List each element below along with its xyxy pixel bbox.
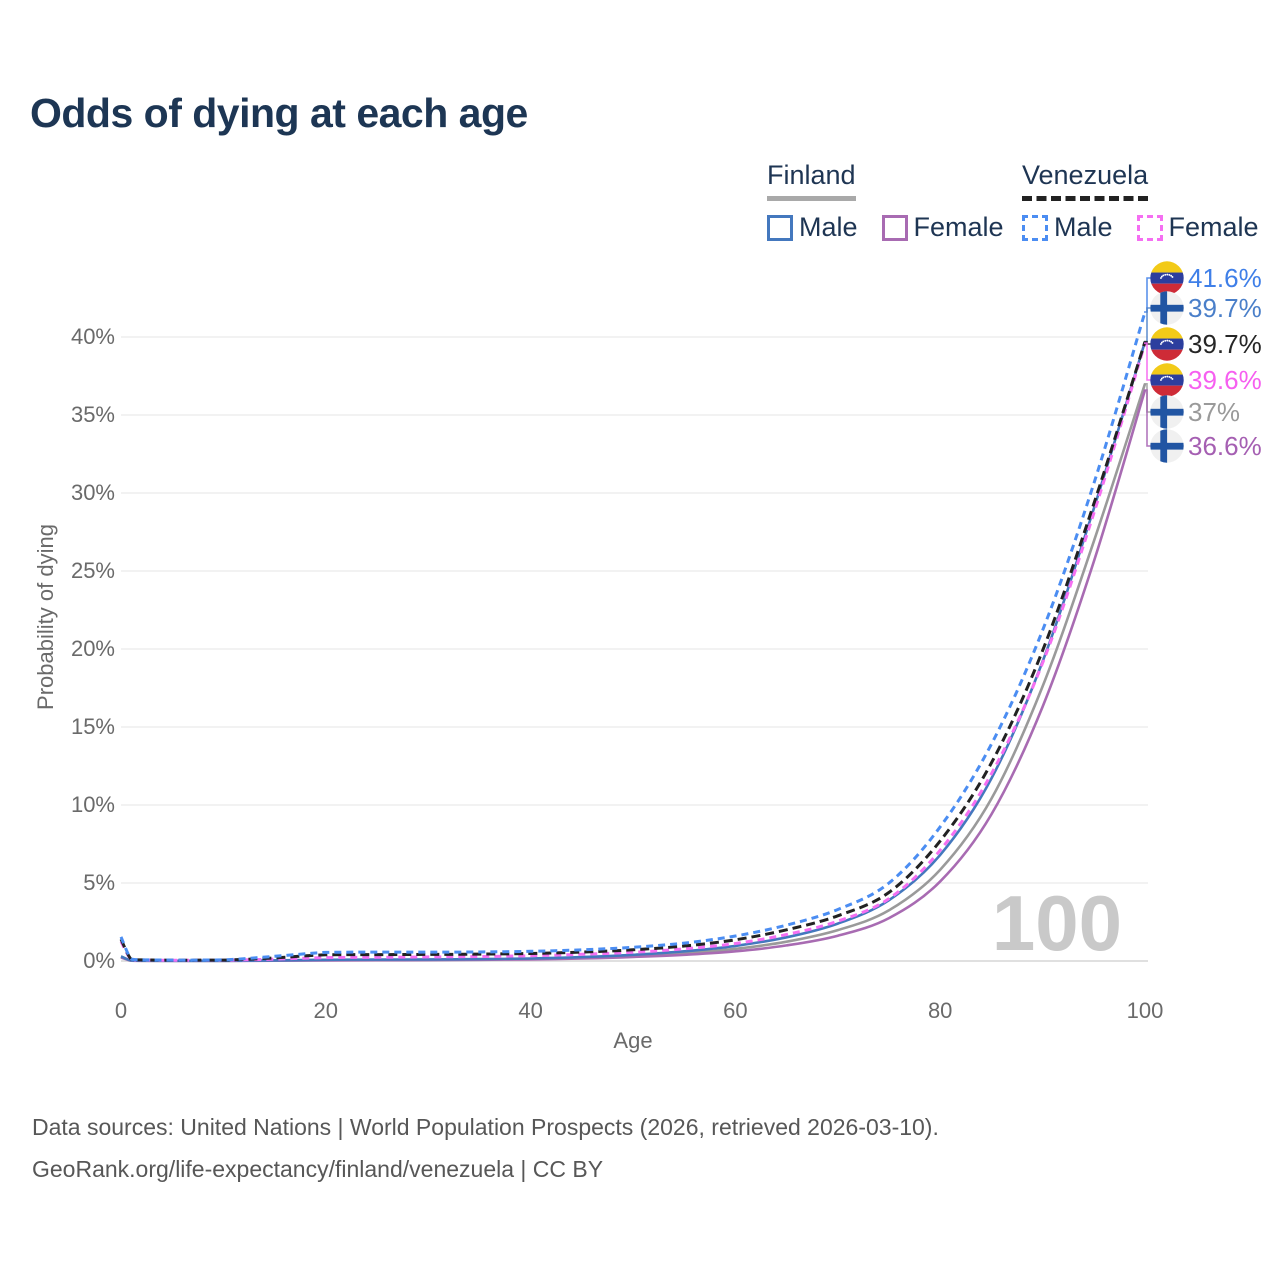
finland-flag-icon: [1150, 429, 1184, 463]
legend-country-venezuela[interactable]: Venezuela: [1022, 160, 1149, 201]
x-tick-label: 60: [723, 998, 748, 1023]
legend-label: Male: [1054, 212, 1113, 242]
y-tick-label: 35%: [70, 402, 115, 427]
legend-item-venezuela-male[interactable]: Male: [1022, 212, 1113, 243]
x-tick-label: 80: [927, 998, 953, 1023]
legend-group-venezuela: Venezuela Male Female: [1022, 160, 1259, 243]
legend-label: Female: [913, 212, 1004, 242]
end-label-value: 36.6%: [1188, 430, 1262, 461]
y-tick-label: 40%: [70, 324, 115, 349]
end-label-venezuela-female: 39.6%: [1150, 363, 1262, 397]
end-label-venezuela-total: 39.7%: [1150, 327, 1262, 361]
x-tick-label: 100: [1126, 998, 1164, 1023]
footer-attribution: GeoRank.org/life-expectancy/finland/vene…: [32, 1156, 604, 1182]
finland-male-swatch-icon: [767, 214, 793, 241]
page-title: Odds of dying at each age: [30, 90, 528, 136]
legend-country-finland[interactable]: Finland: [767, 160, 856, 201]
label-connector: [1144, 342, 1151, 381]
end-label-finland-total: 37%: [1150, 395, 1240, 429]
y-tick-label: 0%: [83, 948, 115, 973]
y-tick-label: 20%: [70, 636, 115, 661]
y-tick-label: 30%: [70, 480, 115, 505]
label-connector: [1144, 277, 1151, 313]
y-tick-label: 10%: [70, 792, 115, 817]
end-label-finland-female: 36.6%: [1150, 429, 1262, 463]
finland-flag-icon: [1150, 291, 1184, 325]
end-label-finland-male: 39.7%: [1150, 291, 1262, 325]
series-line-venezuela-female: [119, 342, 1147, 962]
footer-sources: Data sources: United Nations | World Pop…: [32, 1114, 939, 1140]
legend-label: Female: [1168, 212, 1259, 242]
series-line-finland-female: [120, 389, 1147, 963]
label-connector: [1144, 389, 1151, 447]
finland-female-swatch-icon: [881, 214, 908, 241]
y-tick-label: 15%: [70, 714, 115, 739]
age-counter-watermark: 100: [992, 879, 1122, 967]
end-label-value: 41.6%: [1188, 262, 1262, 293]
venezuela-female-swatch-icon: [1136, 214, 1163, 241]
x-tick-label: 20: [313, 998, 339, 1023]
legend-item-venezuela-female[interactable]: Female: [1136, 212, 1259, 243]
venezuela-flag-icon: [1150, 327, 1184, 361]
end-label-venezuela-male: 41.6%: [1150, 261, 1262, 295]
end-label-value: 39.6%: [1188, 364, 1262, 395]
y-tick-label: 5%: [83, 870, 115, 895]
venezuela-male-swatch-icon: [1022, 214, 1048, 241]
y-axis-title: Probability of dying: [33, 524, 58, 710]
series-line-venezuela-total: [119, 341, 1147, 962]
legend-item-finland-male[interactable]: Male: [767, 212, 858, 243]
y-tick-label: 25%: [70, 558, 115, 583]
end-label-value: 39.7%: [1188, 292, 1262, 323]
venezuela-flag-icon: [1150, 363, 1184, 397]
x-tick-label: 40: [518, 998, 543, 1023]
legend-group-finland: Finland Male Female: [767, 160, 1004, 243]
x-tick-label: 0: [114, 998, 128, 1023]
venezuela-flag-icon: [1150, 261, 1184, 295]
x-axis-title: Age: [613, 1028, 653, 1053]
legend-item-finland-female[interactable]: Female: [881, 212, 1004, 243]
series-line-venezuela-male: [119, 311, 1147, 962]
series-line-finland-male: [120, 341, 1147, 963]
end-label-value: 39.7%: [1188, 328, 1262, 359]
footer: Data sources: United Nations | World Pop…: [32, 1106, 939, 1190]
finland-flag-icon: [1150, 395, 1184, 429]
series-line-finland-total: [120, 383, 1147, 963]
legend-label: Male: [799, 212, 858, 242]
end-label-value: 37%: [1188, 396, 1241, 427]
